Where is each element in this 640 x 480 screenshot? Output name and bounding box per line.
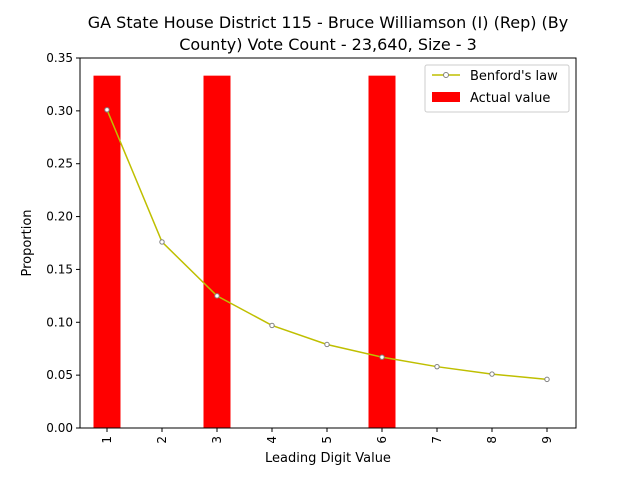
- x-tick-label: 3: [210, 436, 224, 444]
- benford-point-digit-2: [159, 239, 165, 245]
- chart-title-line-1: GA State House District 115 - Bruce Will…: [88, 13, 569, 32]
- y-tick-label: 0.15: [46, 262, 73, 276]
- bars-layer: [93, 75, 396, 428]
- y-tick-label: 0.00: [46, 421, 73, 435]
- x-axis-label: Leading Digit Value: [265, 451, 391, 466]
- legend-box: [424, 64, 570, 113]
- x-tick-label: 9: [540, 436, 554, 444]
- legend-benford-label: Benford's law: [470, 69, 558, 84]
- benford-point-digit-7: [434, 363, 440, 370]
- bar-digit-6: [368, 75, 396, 428]
- benford-point-digit-5: [324, 341, 330, 348]
- legend-benford-marker: [443, 72, 449, 78]
- legend: Benford's law Actual value: [424, 64, 570, 113]
- plot-area-frame: [79, 57, 577, 429]
- benford-line: [106, 109, 548, 381]
- legend-actual-label: Actual value: [470, 91, 550, 106]
- y-tick-label: 0.30: [46, 104, 73, 118]
- benford-point-digit-1: [104, 107, 110, 113]
- bar-digit-1: [93, 75, 121, 428]
- benford-point-digit-8: [489, 371, 495, 377]
- y-tick-label: 0.05: [46, 368, 73, 382]
- y-tick-label: 0.10: [46, 315, 73, 329]
- benford-line-layer: [104, 107, 550, 383]
- x-tick-label: 4: [265, 436, 279, 444]
- x-tick-label: 7: [430, 436, 444, 444]
- x-axis: 1 2 3 4 5 6 7 8 9: [100, 428, 554, 444]
- y-axis: 0.00 0.05 0.10 0.15 0.20 0.25 0.30 0.35: [46, 51, 80, 435]
- x-tick-label: 8: [485, 436, 499, 444]
- x-tick-label: 6: [375, 436, 389, 444]
- legend-actual-swatch: [432, 92, 460, 102]
- x-tick-label: 5: [320, 436, 334, 444]
- y-tick-label: 0.25: [46, 157, 73, 171]
- y-axis-label: Proportion: [20, 209, 35, 276]
- chart-title-line-2: County) Vote Count - 23,640, Size - 3: [179, 35, 477, 54]
- benford-point-digit-9: [544, 376, 550, 383]
- x-tick-label: 1: [100, 436, 114, 444]
- x-tick-label: 2: [155, 436, 169, 444]
- bar-digit-3: [203, 75, 231, 428]
- benford-point-digit-6: [379, 354, 385, 360]
- y-tick-label: 0.20: [46, 210, 73, 224]
- benford-point-digit-4: [269, 322, 275, 329]
- benford-point-digit-3: [214, 293, 220, 299]
- y-tick-label: 0.35: [46, 51, 73, 65]
